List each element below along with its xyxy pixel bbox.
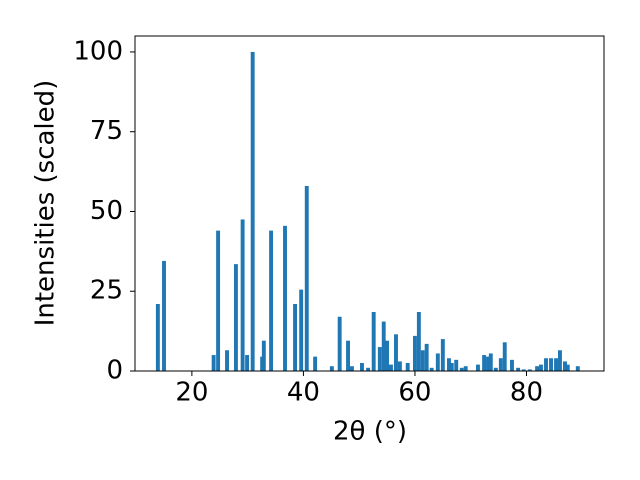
bar [304, 185, 309, 371]
bar [366, 367, 371, 371]
bar [435, 353, 440, 371]
bar [269, 230, 274, 371]
x-tick-label: 40 [287, 378, 320, 408]
x-tick-label: 60 [398, 378, 431, 408]
bar [502, 342, 507, 371]
bar [440, 339, 445, 371]
bar [498, 358, 503, 371]
bar [539, 364, 543, 371]
y-tick-label: 100 [73, 36, 123, 66]
bar [162, 260, 166, 371]
bar [299, 289, 304, 371]
y-tick-label: 75 [90, 116, 123, 146]
bar [211, 355, 216, 371]
bar [416, 311, 421, 371]
bar [240, 219, 245, 371]
bar [544, 358, 548, 371]
plot-frame [134, 35, 605, 372]
y-tick-label: 50 [90, 196, 123, 226]
bar [377, 347, 382, 371]
bar [381, 321, 386, 371]
bar [482, 355, 487, 371]
bar [389, 364, 393, 371]
bar [405, 363, 410, 371]
bar [459, 367, 464, 371]
bar [385, 340, 390, 371]
bar [554, 358, 558, 371]
bar [313, 356, 318, 371]
bar [535, 366, 540, 371]
y-tick-label: 0 [106, 356, 123, 386]
x-tick-label: 20 [175, 378, 208, 408]
bar [447, 358, 451, 371]
bar [549, 358, 553, 371]
bar [557, 350, 562, 371]
x-tick-label: 80 [510, 378, 543, 408]
bar [463, 366, 468, 371]
bar [371, 311, 376, 371]
bar [346, 340, 350, 371]
bar [261, 340, 266, 371]
bar [283, 225, 287, 371]
bar [488, 353, 493, 371]
x-axis-label: 2θ (°) [333, 417, 407, 447]
bar [216, 230, 221, 371]
bar [420, 350, 425, 371]
bar [563, 361, 567, 371]
bar [429, 367, 434, 371]
bar [394, 334, 398, 371]
bar [225, 350, 229, 371]
bar [155, 304, 160, 371]
bar [486, 356, 490, 371]
bar [250, 51, 255, 371]
bar [337, 316, 342, 371]
bar [565, 364, 570, 371]
bar [424, 343, 429, 371]
bar [521, 369, 526, 371]
bar [493, 367, 498, 371]
bar [233, 264, 238, 371]
bar [575, 366, 580, 371]
bar [476, 364, 480, 371]
bar [360, 363, 364, 371]
bar [397, 361, 402, 371]
bar [449, 363, 454, 371]
bar [349, 366, 354, 371]
bar [510, 359, 514, 371]
bar [527, 369, 532, 371]
bar [516, 367, 521, 371]
y-axis-label: Intensities (scaled) [31, 80, 61, 327]
bar [454, 359, 459, 371]
bar [293, 304, 298, 371]
bar [245, 355, 250, 371]
bar [412, 335, 417, 371]
bar [329, 366, 334, 371]
y-tick-label: 25 [90, 276, 123, 306]
